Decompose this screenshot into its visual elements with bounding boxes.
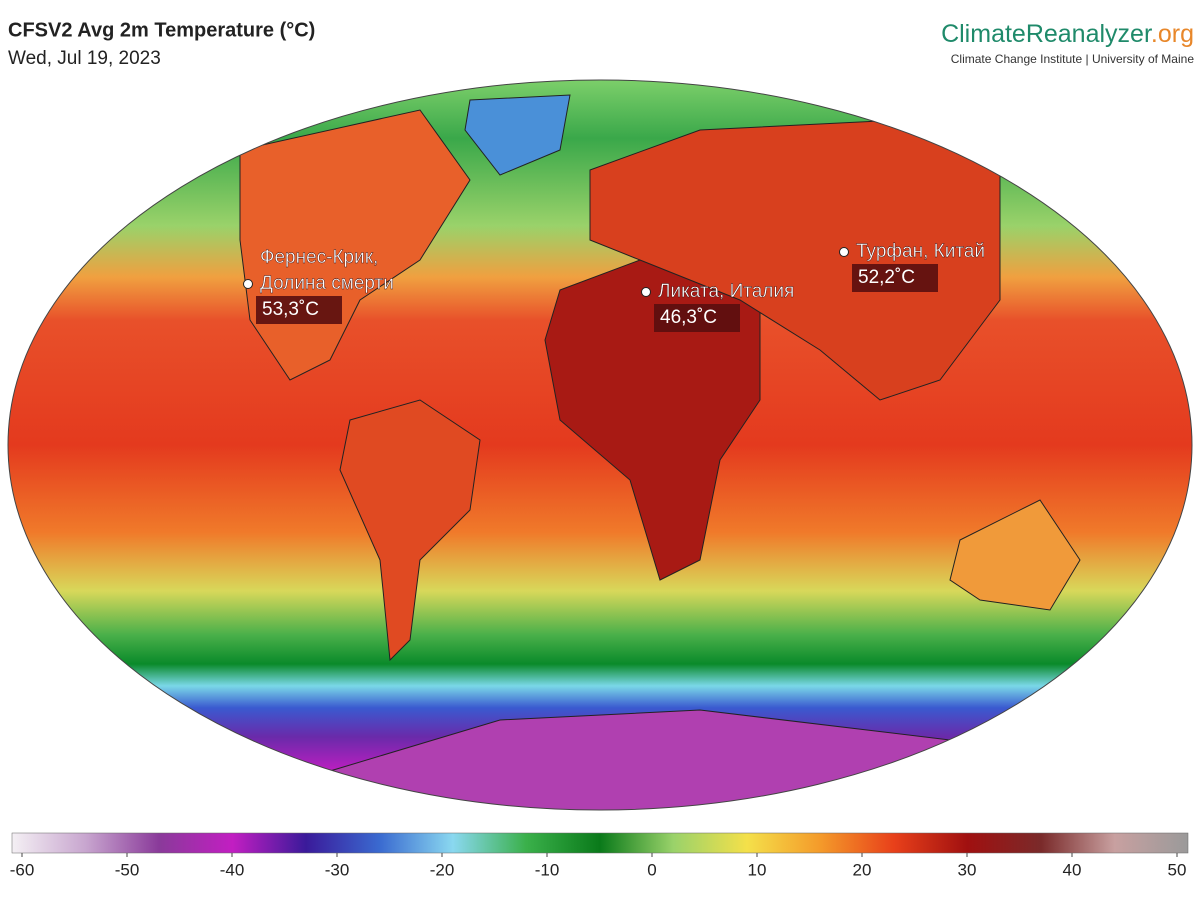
location-dot	[243, 279, 253, 289]
temperature-value: 46,3˚C	[660, 307, 717, 328]
value-box	[654, 304, 740, 332]
place-name: Турфан, Китай	[856, 241, 985, 262]
annotation: Фернес-Крик, Долина смерти 53,3˚C	[243, 247, 394, 324]
annotation: Ликата, Италия 46,3˚C	[641, 281, 794, 332]
colorbar-tick-label: -40	[220, 860, 245, 879]
colorbar-tick-label: 50	[1168, 860, 1187, 879]
place-name: Ликата, Италия	[658, 281, 794, 302]
colorbar-tick-label: 10	[748, 860, 767, 879]
greenland	[464, 94, 571, 176]
brand-name: ClimateReanalyzer	[941, 20, 1152, 48]
brand: ClimateReanalyzer.org	[941, 20, 1194, 48]
colorbar-tick-label: 0	[647, 860, 656, 879]
colorbar	[11, 832, 1189, 854]
globe-outline	[7, 79, 1193, 811]
colorbar-tick-label: 30	[958, 860, 977, 879]
annotations: Фернес-Крик, Долина смерти 53,3˚C Ликата, И…	[243, 241, 985, 332]
colorbar-tick-label: -50	[115, 860, 140, 879]
colorbar-tick-label: -10	[535, 860, 560, 879]
eurasia	[589, 119, 1001, 401]
location-dot	[839, 247, 849, 257]
temperature-value: 52,2˚C	[858, 267, 915, 288]
south-america	[339, 399, 481, 662]
colorbar-tick-label: 20	[853, 860, 872, 879]
title: CFSV2 Avg 2m Temperature (°C)	[8, 19, 315, 41]
colorbar-tick-label: -20	[430, 860, 455, 879]
temperature-value: 53,3˚C	[262, 299, 319, 320]
australia	[949, 499, 1081, 611]
colorbar-ticks: -60 -50 -40 -30 -20 -10 0 10 20 30 40 50	[10, 853, 1187, 879]
annotation: Турфан, Китай 52,2˚C	[839, 241, 985, 292]
place-name: Фернес-Крик,	[260, 247, 378, 268]
brand-subtitle: Climate Change Institute | University of…	[951, 52, 1195, 66]
location-dot	[641, 287, 651, 297]
colorbar-tick-label: -30	[325, 860, 350, 879]
colorbar-tick-label: -60	[10, 860, 35, 879]
place-name: Долина смерти	[260, 273, 394, 294]
date: Wed, Jul 19, 2023	[8, 48, 161, 69]
colorbar-tick-label: 40	[1063, 860, 1082, 879]
value-box	[256, 296, 342, 324]
value-box	[852, 264, 938, 292]
brand-tld: .org	[1151, 20, 1194, 48]
map	[8, 80, 1192, 810]
